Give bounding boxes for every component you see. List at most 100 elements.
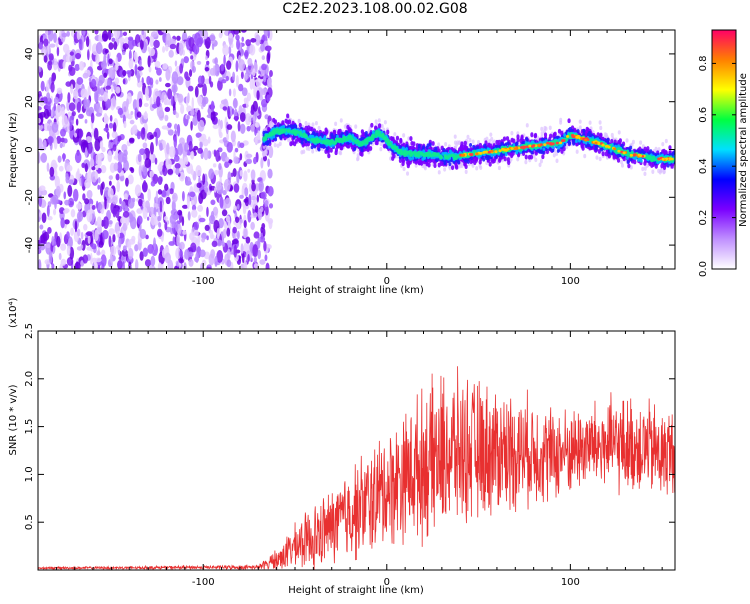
- noise-blob: [165, 158, 172, 170]
- noise-blob: [262, 227, 266, 237]
- noise-blob: [189, 191, 196, 198]
- noise-blob: [46, 125, 51, 131]
- tone-blob: [370, 122, 374, 128]
- noise-blob: [167, 129, 174, 136]
- noise-blob: [164, 252, 171, 264]
- noise-blob: [214, 187, 217, 193]
- noise-blob: [196, 109, 201, 122]
- noise-blob: [67, 197, 75, 208]
- noise-blob: [52, 194, 59, 205]
- noise-blob: [223, 178, 231, 192]
- noise-blob: [198, 217, 206, 223]
- noise-blob: [184, 248, 190, 260]
- noise-blob: [213, 169, 219, 176]
- noise-blob: [191, 199, 195, 206]
- halo-blob: [540, 126, 544, 132]
- noise-blob: [256, 194, 259, 203]
- noise-blob: [150, 255, 156, 267]
- noise-blob: [42, 139, 47, 151]
- noise-blob: [231, 239, 239, 245]
- halo-blob: [657, 168, 661, 174]
- noise-blob: [101, 181, 105, 190]
- halo-blob: [599, 125, 603, 131]
- noise-blob: [38, 106, 42, 111]
- noise-blob: [212, 163, 217, 168]
- noise-blob: [82, 72, 89, 79]
- tone-blob: [289, 141, 293, 147]
- noise-blob: [87, 85, 91, 99]
- noise-blob: [226, 124, 233, 130]
- noise-blob: [172, 236, 176, 245]
- noise-blob: [194, 32, 201, 46]
- halo-blob: [539, 159, 543, 164]
- noise-blob: [52, 208, 57, 216]
- noise-blob: [49, 166, 55, 177]
- noise-blob: [174, 162, 181, 169]
- noise-blob: [99, 87, 105, 96]
- noise-blob: [202, 138, 209, 147]
- noise-blob: [233, 205, 237, 211]
- noise-blob: [247, 57, 253, 66]
- noise-blob: [95, 164, 99, 171]
- noise-blob: [175, 112, 180, 119]
- noise-blob: [210, 199, 216, 206]
- noise-blob: [245, 39, 251, 47]
- noise-blob: [246, 125, 251, 132]
- noise-blob: [111, 37, 116, 42]
- noise-blob: [53, 96, 60, 105]
- tone-blob: [463, 140, 467, 146]
- noise-blob: [254, 122, 260, 128]
- noise-blob: [108, 42, 114, 50]
- noise-blob: [130, 110, 134, 116]
- noise-blob: [126, 113, 133, 120]
- halo-blob: [510, 131, 514, 136]
- halo-blob: [516, 157, 520, 162]
- noise-blob: [243, 228, 248, 239]
- halo-blob: [443, 167, 447, 172]
- noise-blob: [130, 167, 135, 174]
- noise-blob: [190, 55, 194, 60]
- noise-blob: [204, 36, 211, 49]
- tone-blob: [627, 163, 631, 169]
- halo-blob: [343, 124, 347, 129]
- noise-blob: [212, 124, 219, 130]
- noise-blob: [74, 220, 78, 233]
- noise-blob: [104, 196, 107, 210]
- tone-blob: [492, 158, 496, 164]
- noise-blob: [138, 164, 143, 177]
- halo-blob: [356, 156, 360, 162]
- noise-blob: [190, 108, 195, 117]
- tone-blob: [353, 147, 357, 152]
- noise-blob: [263, 75, 267, 83]
- noise-blob: [196, 182, 202, 188]
- noise-blob: [131, 197, 136, 203]
- noise-blob: [258, 180, 264, 193]
- noise-blob: [157, 215, 161, 222]
- noise-blob: [236, 38, 240, 50]
- noise-blob: [224, 161, 230, 168]
- noise-blob: [72, 90, 79, 100]
- noise-blob: [58, 165, 64, 172]
- noise-blob: [48, 250, 53, 264]
- halo-blob: [453, 134, 457, 139]
- noise-blob: [164, 44, 169, 52]
- noise-blob: [235, 60, 239, 73]
- noise-blob: [40, 80, 45, 92]
- noise-blob: [207, 190, 211, 196]
- noise-blob: [232, 88, 236, 98]
- noise-blob: [116, 180, 121, 193]
- noise-blob: [216, 249, 224, 263]
- tone-blob: [437, 162, 441, 168]
- noise-blob: [100, 164, 107, 174]
- noise-blob: [211, 42, 215, 51]
- noise-blob: [136, 111, 142, 118]
- noise-blob: [101, 262, 105, 269]
- noise-blob: [209, 229, 214, 240]
- noise-blob: [158, 222, 162, 228]
- noise-blob: [268, 145, 274, 159]
- halo-blob: [297, 119, 301, 124]
- noise-blob: [91, 243, 97, 250]
- noise-blob: [184, 156, 189, 165]
- noise-blob: [112, 96, 116, 107]
- noise-blob: [63, 138, 68, 144]
